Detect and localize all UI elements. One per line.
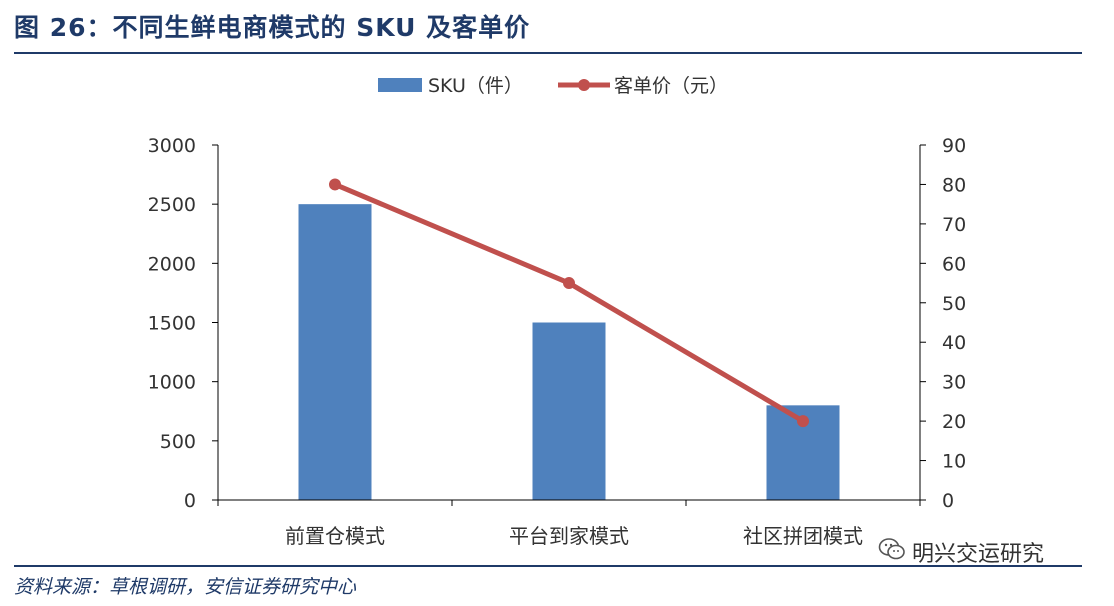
line-point-1: [563, 277, 575, 290]
legend-line-label: 客单价（元）: [614, 75, 728, 97]
x-tick-label-2: 社区拼团模式: [743, 524, 863, 548]
y-right-tick-label-5: 50: [942, 293, 966, 315]
y-left-tick-label-5: 2500: [148, 194, 196, 216]
y-left-tick-label-1: 500: [160, 431, 196, 453]
plot-area: 0 500 1000 1500 2000 2500 3000 0 10 20 30 40 50 60 70 8…: [148, 135, 967, 548]
y-right-tick-label-3: 30: [942, 372, 966, 394]
y-left-tick-label-6: 3000: [148, 135, 196, 157]
x-tick-label-1: 平台到家模式: [509, 524, 629, 548]
source-note: 资料来源：草根调研，安信证券研究中心: [14, 576, 357, 598]
bar-0: [298, 204, 372, 500]
bar-1: [532, 322, 606, 500]
line-point-0: [329, 178, 341, 191]
legend: SKU（件） 客单价（元）: [378, 75, 728, 97]
title-divider: [14, 52, 1082, 54]
y-right-tick-label-7: 70: [942, 214, 966, 236]
watermark: 明兴交运研究: [878, 536, 1044, 568]
y-right-tick-label-0: 0: [942, 490, 954, 512]
chart: SKU（件） 客单价（元） 0 500 1000 1500 2000 2500 3000 0 10…: [148, 75, 967, 548]
y-right-tick-label-1: 10: [942, 451, 966, 473]
y-left-tick-label-3: 1500: [148, 313, 196, 335]
y-left-tick-label-2: 1000: [148, 372, 196, 394]
legend-line-marker: [578, 79, 590, 91]
y-right-tick-label-4: 40: [942, 332, 966, 354]
wechat-icon: [878, 537, 906, 567]
y-right-tick-label-2: 20: [942, 411, 966, 433]
y-left-tick-label-4: 2000: [148, 253, 196, 275]
footer-divider: [14, 565, 1082, 567]
line-point-2: [797, 415, 809, 428]
y-right-tick-label-9: 90: [942, 135, 966, 157]
y-right-tick-label-6: 60: [942, 253, 966, 275]
watermark-text: 明兴交运研究: [912, 542, 1045, 567]
chart-title: 图 26：不同生鲜电商模式的 SKU 及客单价: [14, 13, 531, 42]
y-right-tick-label-8: 80: [942, 174, 966, 196]
legend-bar-swatch: [378, 78, 422, 92]
x-tick-label-0: 前置仓模式: [285, 524, 385, 548]
legend-bar-label: SKU（件）: [428, 75, 523, 97]
y-left-tick-label-0: 0: [184, 490, 196, 512]
